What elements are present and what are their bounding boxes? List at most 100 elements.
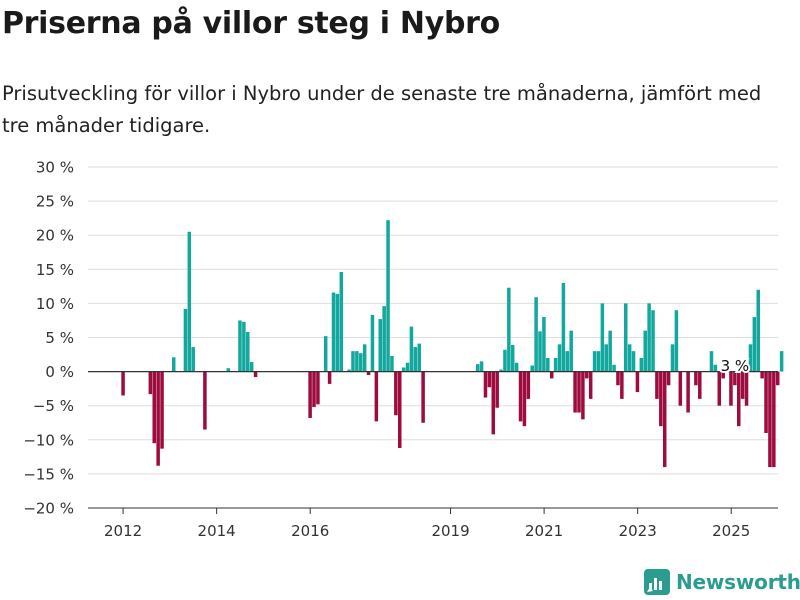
bar	[386, 220, 390, 372]
bar	[390, 355, 394, 372]
bar	[530, 365, 534, 372]
page-subtitle: Prisutveckling för villor i Nybro under …	[2, 82, 762, 137]
x-tick-label: 2014	[198, 522, 236, 540]
bar	[475, 364, 480, 372]
bar	[362, 344, 367, 372]
bar	[662, 371, 667, 468]
bar	[518, 371, 523, 422]
bar	[203, 371, 207, 430]
bar	[620, 371, 624, 399]
bar	[401, 367, 406, 372]
bar	[479, 361, 484, 372]
bar	[187, 231, 192, 372]
bar	[121, 371, 125, 396]
bar	[405, 362, 410, 372]
bar	[366, 371, 371, 376]
bar	[394, 371, 398, 416]
y-tick-label: −20 %	[23, 500, 74, 518]
bar	[409, 326, 414, 372]
bar	[487, 371, 492, 388]
bar	[542, 317, 546, 372]
bar	[359, 353, 363, 372]
bar	[238, 320, 242, 372]
y-tick-label: −10 %	[23, 431, 74, 449]
last-value-annotation: 3 %	[721, 357, 750, 375]
bar	[577, 371, 581, 413]
bar	[775, 371, 780, 386]
bar	[709, 351, 714, 372]
bar	[503, 349, 507, 372]
x-tick-label: 2023	[619, 522, 657, 540]
bar	[666, 371, 671, 386]
y-tick-label: 30 %	[36, 159, 74, 177]
bar	[674, 310, 679, 372]
bar	[495, 371, 499, 408]
page-title: Priserna på villor steg i Nybro	[2, 6, 500, 41]
bar	[678, 371, 683, 406]
bar	[249, 362, 254, 372]
y-tick-label: 10 %	[36, 295, 74, 313]
y-tick-label: −5 %	[33, 397, 74, 415]
bar	[729, 371, 733, 406]
bar	[160, 371, 164, 449]
x-tick-label: 2019	[431, 522, 469, 540]
bar	[588, 371, 593, 399]
bar	[483, 371, 488, 398]
bar	[335, 293, 340, 372]
bar	[561, 282, 566, 372]
bar	[721, 371, 725, 379]
bar	[246, 332, 250, 372]
bar	[534, 297, 538, 372]
bar	[355, 351, 359, 372]
bar	[331, 292, 336, 372]
bar	[744, 371, 749, 406]
newsworthy-logo-text: Newsworthy	[676, 570, 800, 594]
bar	[623, 303, 628, 372]
bar	[760, 371, 764, 379]
bar	[717, 371, 722, 406]
bar	[616, 371, 620, 386]
x-tick-label: 2012	[104, 522, 142, 540]
y-tick-label: 15 %	[36, 261, 74, 279]
bars	[121, 220, 784, 468]
bar	[316, 371, 320, 405]
bar	[226, 368, 231, 372]
bar	[655, 371, 659, 399]
bar	[596, 351, 601, 372]
bar	[308, 371, 312, 418]
bar	[499, 369, 503, 372]
bar	[772, 371, 776, 468]
bar	[604, 344, 609, 372]
bar	[413, 347, 418, 372]
y-tick-label: −15 %	[23, 465, 74, 483]
bar	[546, 357, 550, 372]
bar	[756, 289, 760, 372]
bar	[397, 371, 402, 448]
bar	[725, 364, 729, 372]
bar	[585, 371, 589, 379]
bar	[526, 371, 531, 399]
bar	[152, 371, 156, 444]
bar	[639, 357, 644, 372]
y-tick-label: 20 %	[36, 227, 74, 245]
bar	[737, 371, 741, 427]
x-tick-label: 2025	[712, 522, 750, 540]
bar	[491, 371, 496, 435]
bar	[351, 351, 355, 372]
bar	[698, 371, 702, 399]
bar	[779, 351, 784, 372]
bar	[253, 371, 258, 378]
grid-lines	[88, 166, 778, 509]
bar	[768, 371, 772, 468]
bar	[370, 314, 375, 372]
bar	[592, 351, 597, 372]
bar	[421, 371, 425, 423]
bar	[565, 351, 570, 372]
bar	[242, 321, 246, 372]
x-tick-label: 2016	[291, 522, 329, 540]
bar	[573, 371, 577, 413]
bar	[191, 347, 195, 372]
bar	[635, 371, 640, 393]
x-axis-tick-labels: 2012 2014 2016 2019 2021 2023 2025	[104, 508, 750, 540]
